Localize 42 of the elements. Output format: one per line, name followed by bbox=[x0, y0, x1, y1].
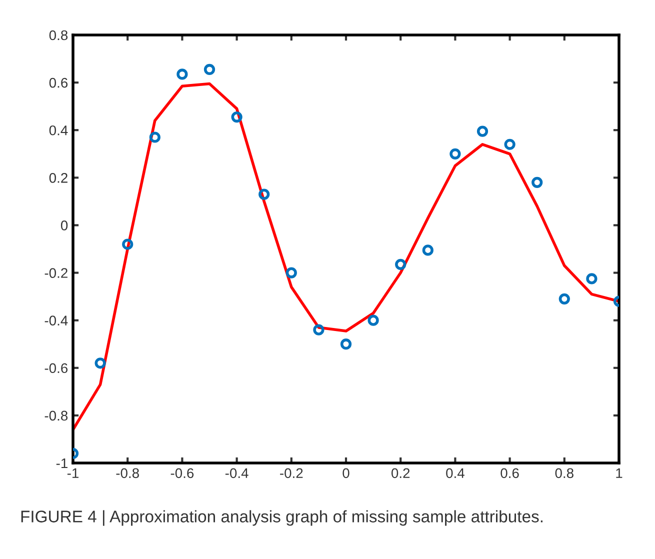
x-tick-label: 0.2 bbox=[391, 468, 410, 478]
caption: FIGURE 4 | Approximation analysis graph of missing sample attributes. bbox=[21, 510, 542, 526]
x-tick-label: 1 bbox=[616, 468, 622, 478]
point bbox=[313, 324, 324, 336]
x-tick-label: -1 bbox=[67, 468, 78, 478]
y-tick-label: -0.2 bbox=[44, 268, 68, 278]
point bbox=[532, 176, 543, 188]
point bbox=[94, 358, 106, 369]
point bbox=[395, 258, 406, 270]
y-tick-label: 0.8 bbox=[49, 30, 68, 40]
x-tick-label: 0.8 bbox=[555, 468, 574, 478]
point bbox=[204, 64, 216, 76]
point bbox=[176, 68, 188, 80]
x-tick-label: -0.8 bbox=[116, 468, 139, 478]
y-tick-label: 0.2 bbox=[49, 173, 68, 183]
point bbox=[450, 148, 461, 160]
y-tick-label: -1 bbox=[56, 458, 68, 468]
point bbox=[504, 138, 516, 150]
x-tick-label: 0.4 bbox=[446, 468, 464, 478]
point bbox=[258, 188, 270, 200]
x-tick-label: -0.6 bbox=[170, 468, 194, 478]
x-tick-label: -0.4 bbox=[225, 468, 248, 478]
point bbox=[149, 132, 160, 143]
point bbox=[122, 238, 134, 250]
point bbox=[231, 111, 242, 123]
line-series bbox=[73, 82, 619, 432]
point bbox=[286, 267, 297, 278]
x-tick-label: -0.2 bbox=[280, 468, 303, 478]
x-tick-label: 0 bbox=[342, 468, 350, 478]
y-tick-label: -0.8 bbox=[44, 410, 68, 421]
x-tick-label: 0.6 bbox=[500, 468, 519, 478]
point bbox=[422, 244, 434, 256]
point bbox=[368, 314, 379, 326]
y-tick-label: 0.6 bbox=[49, 78, 68, 88]
y-tick-label: 0.4 bbox=[49, 125, 68, 136]
y-tick-label: -0.6 bbox=[44, 363, 68, 374]
y-tick-label: 0 bbox=[60, 220, 68, 230]
point bbox=[476, 126, 488, 137]
point bbox=[558, 293, 570, 304]
point bbox=[340, 338, 352, 350]
y-tick-label: -0.4 bbox=[44, 316, 68, 326]
point bbox=[586, 273, 598, 284]
